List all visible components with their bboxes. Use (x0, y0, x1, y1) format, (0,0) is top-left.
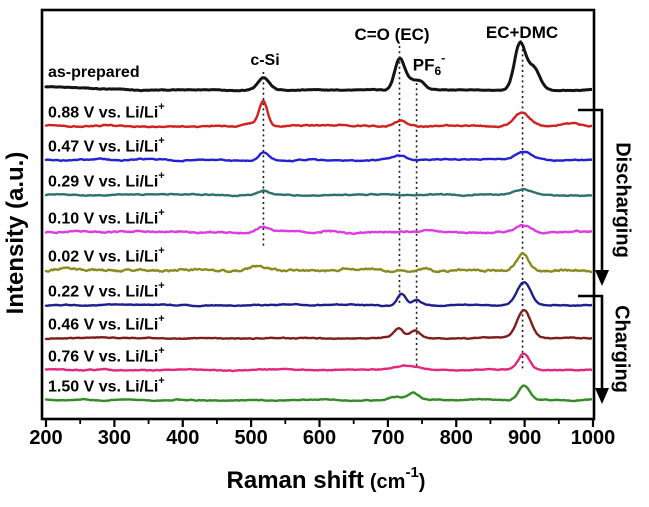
pf6-subscript: 6 (434, 64, 442, 79)
x-axis-unit-close: ) (418, 471, 426, 493)
pf6-superscript: - (441, 51, 446, 65)
phase-label-charging: Charging (610, 305, 633, 393)
series-label-1-0.88-V-vs.-Li-Li: 0.88 V vs. Li/Li+ (48, 101, 165, 122)
traces-group (44, 40, 592, 403)
trace-4-0.10-V-vs.-Li-Li (44, 223, 592, 235)
trace-0-as-prepared (44, 40, 592, 93)
series-label-8-0.76-V-vs.-Li-Li: 0.76 V vs. Li/Li+ (48, 345, 165, 366)
x-tick-label-300: 300 (97, 427, 132, 449)
trace-7-0.46-V-vs.-Li-Li (44, 308, 592, 341)
trace-5-0.02-V-vs.-Li-Li (44, 252, 592, 274)
series-label-3-0.29-V-vs.-Li-Li: 0.29 V vs. Li/Li+ (48, 170, 165, 191)
x-axis-unit-open: (cm (369, 471, 406, 493)
phase-arrow-line-charging (578, 294, 604, 388)
series-label-4-0.10-V-vs.-Li-Li: 0.10 V vs. Li/Li+ (48, 207, 165, 228)
x-axis-title-text: Raman shift (226, 467, 364, 494)
series-label-6-0.22-V-vs.-Li-Li: 0.22 V vs. Li/Li+ (48, 280, 165, 301)
trace-6-0.22-V-vs.-Li-Li (44, 281, 592, 308)
pf6-base: PF (412, 55, 435, 75)
trace-8-0.76-V-vs.-Li-Li (44, 352, 592, 373)
series-label-7-0.46-V-vs.-Li-Li: 0.46 V vs. Li/Li+ (48, 313, 165, 334)
x-tick-label-1000: 1000 (570, 427, 616, 449)
peak-label-ec-dmc: EC+DMC (485, 23, 559, 42)
x-tick-label-600: 600 (302, 427, 337, 449)
series-label-2-0.47-V-vs.-Li-Li: 0.47 V vs. Li/Li+ (48, 135, 165, 156)
x-tick-label-200: 200 (29, 427, 63, 449)
phase-label-discharging: Discharging (611, 142, 634, 258)
x-axis-title: Raman shift (cm-1) (227, 461, 426, 496)
peak-label-c-o-ec: C=O (EC) (354, 25, 430, 44)
trace-2-0.47-V-vs.-Li-Li (44, 150, 592, 163)
peak-label-c-si: c-Si (250, 52, 280, 69)
trace-9-1.50-V-vs.-Li-Li (44, 384, 592, 403)
x-tick-label-500: 500 (234, 427, 268, 449)
x-tick-label-400: 400 (166, 427, 200, 449)
series-label-5-0.02-V-vs.-Li-Li: 0.02 V vs. Li/Li+ (48, 245, 165, 266)
x-tick-label-800: 800 (439, 427, 473, 449)
trace-3-0.29-V-vs.-Li-Li (44, 187, 592, 198)
y-axis-title: Intensity (a.u.) (2, 151, 29, 315)
series-label-9-1.50-V-vs.-Li-Li: 1.50 V vs. Li/Li+ (48, 375, 165, 396)
peak-label-pf6: PF6- (413, 51, 445, 81)
x-tick-label-900: 900 (507, 427, 542, 449)
x-axis-unit-exponent: -1 (405, 464, 419, 481)
phase-arrow-head-charging (595, 388, 609, 404)
phase-arrow-line-discharging (578, 108, 604, 270)
series-label-0-as-prepared: as-prepared (48, 64, 140, 81)
trace-1-0.88-V-vs.-Li-Li (44, 99, 592, 129)
plot-border (40, 8, 596, 421)
x-tick-label-700: 700 (371, 427, 405, 449)
phase-arrow-head-discharging (595, 270, 609, 286)
